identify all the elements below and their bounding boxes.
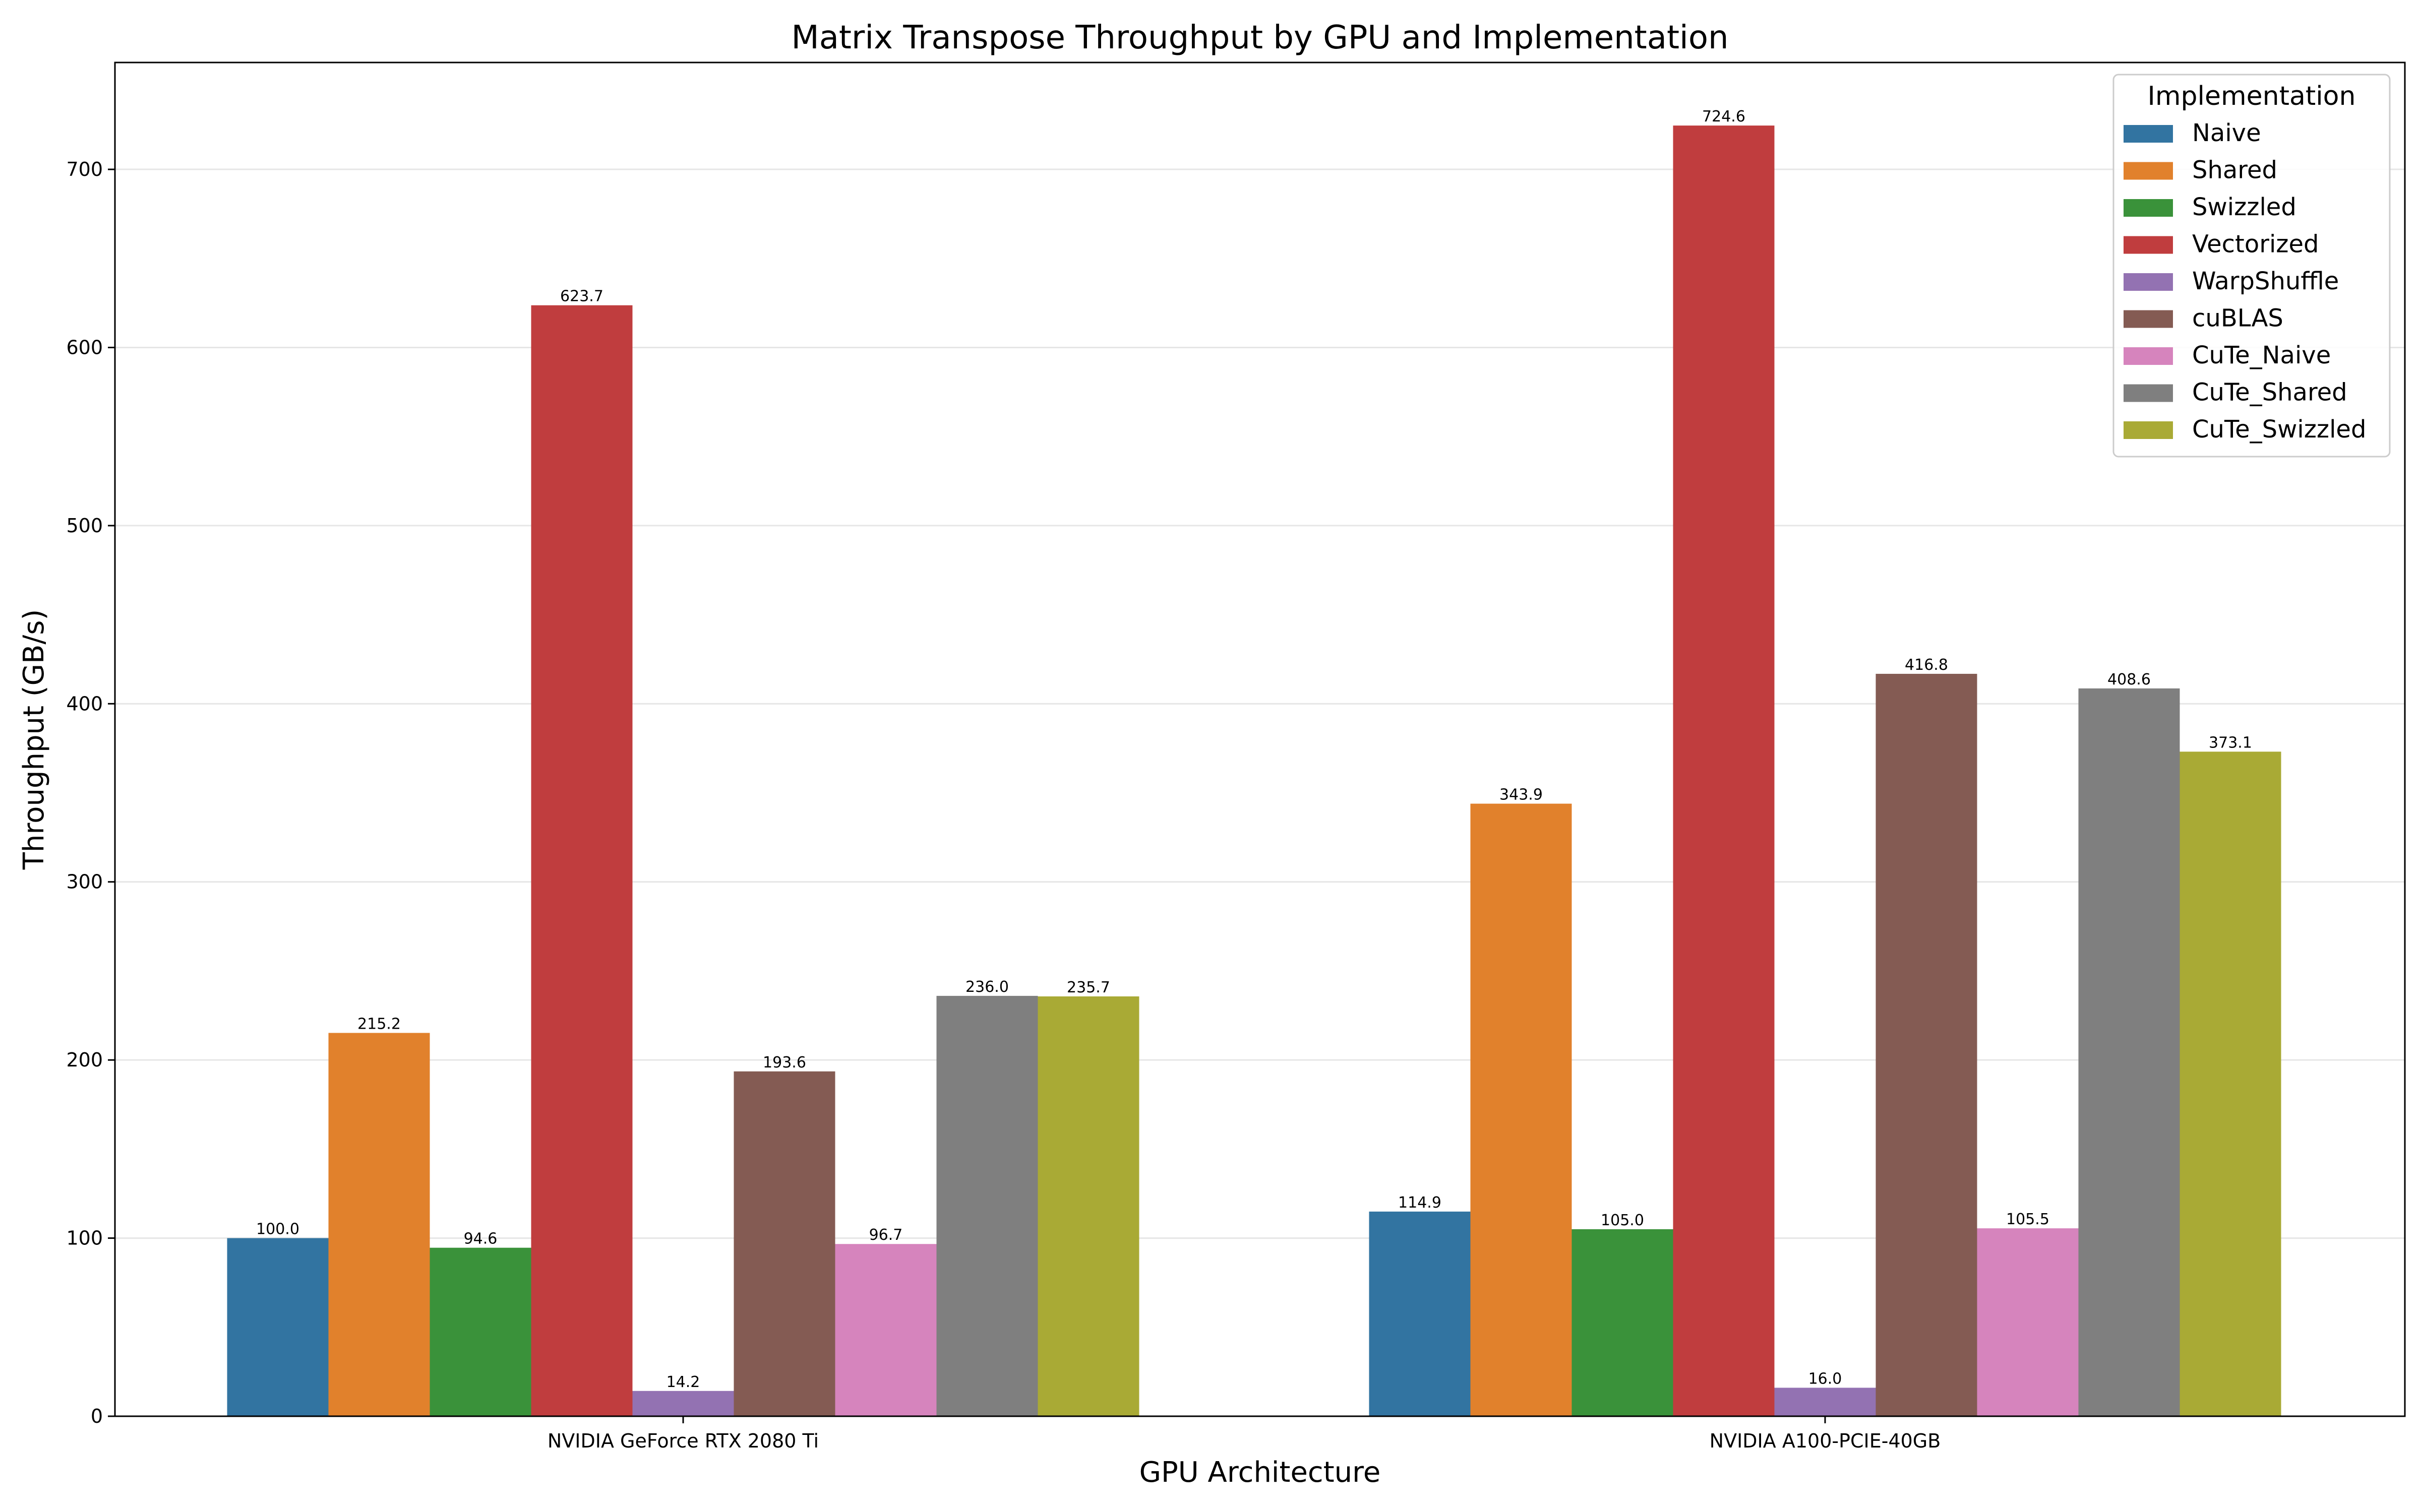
legend-title: Implementation — [2148, 81, 2356, 111]
y-tick-label: 200 — [66, 1049, 103, 1071]
bar-value-label: 94.6 — [464, 1230, 498, 1248]
y-tick-label: 0 — [91, 1405, 103, 1427]
y-tick-label: 700 — [66, 158, 103, 180]
bar-swizzled — [1571, 1229, 1673, 1416]
bar-naive — [227, 1238, 329, 1416]
y-axis: 0 100 200 300 400 500 600 700 — [66, 158, 115, 1427]
legend-swatch — [2124, 125, 2173, 143]
y-tick-label: 500 — [66, 515, 103, 537]
legend-label: Vectorized — [2192, 230, 2319, 259]
legend-label: Swizzled — [2192, 193, 2296, 221]
bar-value-label: 114.9 — [1398, 1194, 1441, 1212]
bar-value-label: 105.5 — [2006, 1211, 2049, 1228]
bar-value-label: 14.2 — [667, 1373, 700, 1391]
y-axis-label: Throughput (GB/s) — [18, 609, 50, 870]
bar-value-label: 416.8 — [1905, 656, 1948, 674]
bar-shared — [1470, 803, 1572, 1416]
y-tick-label: 100 — [66, 1227, 103, 1249]
bar-value-label: 343.9 — [1499, 786, 1543, 804]
legend-box — [2112, 74, 2391, 458]
legend-label: cuBLAS — [2192, 304, 2283, 333]
legend-swatch — [2124, 273, 2173, 291]
x-tick-label: NVIDIA A100-PCIE-40GB — [1710, 1430, 1941, 1452]
bar-vectorized — [1673, 125, 1775, 1416]
legend-swatch — [2124, 199, 2173, 217]
bar-swizzled — [430, 1247, 531, 1416]
data-labels: 100.0 215.2 94.6 623.7 14.2 193.6 96.7 236.0 235… — [256, 108, 2252, 1391]
legend-label: Naive — [2192, 119, 2261, 147]
legend-label: WarpShuffle — [2192, 267, 2339, 295]
bar-value-label: 373.1 — [2209, 734, 2252, 751]
bar-value-label: 96.7 — [869, 1226, 903, 1244]
bar-cute-swizzled — [2180, 751, 2281, 1416]
bar-cute-shared — [2078, 688, 2180, 1416]
legend: Implementation Naive Shared Swizzled Vector… — [2112, 74, 2391, 458]
bar-value-label: 724.6 — [1702, 108, 1745, 125]
bar-shared — [328, 1033, 430, 1416]
bar-cute-shared — [936, 995, 1038, 1416]
legend-swatch — [2124, 347, 2173, 365]
bar-cute-swizzled — [1038, 996, 1139, 1416]
bar-value-label: 215.2 — [357, 1015, 401, 1033]
bar-value-label: 623.7 — [560, 288, 603, 305]
bar-value-label: 105.0 — [1601, 1212, 1644, 1229]
legend-label: CuTe_Swizzled — [2192, 415, 2366, 444]
x-axis-label: GPU Architecture — [1139, 1456, 1381, 1489]
bar-value-label: 235.7 — [1067, 979, 1110, 996]
chart-title: Matrix Transpose Throughput by GPU and I… — [791, 19, 1728, 56]
legend-swatch — [2124, 236, 2173, 254]
legend-swatch — [2124, 310, 2173, 328]
bar-value-label: 236.0 — [965, 978, 1009, 996]
legend-swatch — [2124, 384, 2173, 402]
bar-cublas — [1876, 673, 1977, 1416]
legend-swatch — [2124, 162, 2173, 180]
bar-value-label: 408.6 — [2107, 671, 2151, 688]
legend-label: CuTe_Shared — [2192, 379, 2347, 407]
bars — [227, 125, 2281, 1416]
bar-cute-naive — [1977, 1228, 2079, 1416]
x-tick-label: NVIDIA GeForce RTX 2080 Ti — [548, 1430, 819, 1452]
bar-cute-naive — [835, 1244, 937, 1416]
legend-label: CuTe_Naive — [2192, 341, 2331, 369]
bar-value-label: 100.0 — [256, 1221, 299, 1238]
y-tick-label: 300 — [66, 871, 103, 893]
bar-vectorized — [531, 305, 633, 1416]
legend-label: Shared — [2192, 156, 2277, 184]
y-tick-label: 400 — [66, 692, 103, 715]
plot-frame — [114, 61, 2406, 1417]
bar-cublas — [734, 1071, 835, 1416]
gridlines — [115, 168, 2405, 1239]
bar-warpshuffle — [632, 1391, 734, 1416]
y-tick-label: 600 — [66, 336, 103, 358]
legend-swatch — [2124, 421, 2173, 439]
bar-value-label: 16.0 — [1808, 1370, 1842, 1388]
bar-naive — [1369, 1211, 1471, 1416]
bar-warpshuffle — [1774, 1388, 1876, 1416]
x-axis: NVIDIA GeForce RTX 2080 Ti NVIDIA A100-PC… — [548, 1416, 1941, 1452]
bar-value-label: 193.6 — [763, 1054, 806, 1072]
